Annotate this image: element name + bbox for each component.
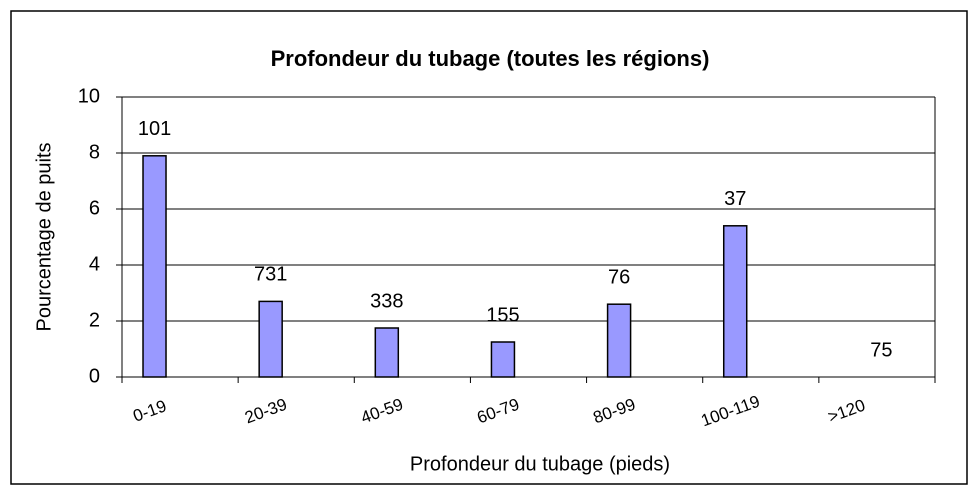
bar-label: 101 [138, 118, 171, 140]
bar-label: 155 [486, 304, 519, 326]
bar-label: 75 [870, 339, 892, 361]
bar [258, 300, 283, 378]
bar-label: 37 [724, 188, 746, 210]
y-axis-label: Pourcentage de puits [33, 142, 55, 331]
bar-label: 76 [608, 266, 630, 288]
y-tick-label: 4 [89, 253, 100, 275]
chart-title: Profondeur du tubage (toutes les régions… [271, 46, 710, 71]
bar [374, 327, 400, 378]
bar [722, 225, 748, 378]
y-tick-label: 8 [89, 141, 100, 163]
x-axis-label: Profondeur du tubage (pieds) [410, 453, 670, 475]
bar-label: 731 [254, 264, 287, 286]
y-tick-label: 10 [78, 85, 100, 107]
bar [606, 303, 632, 378]
bar [142, 155, 167, 378]
y-tick-label: 2 [89, 309, 100, 331]
bar-label: 338 [370, 290, 403, 312]
y-tick-label: 0 [89, 365, 100, 387]
chart-border [10, 10, 968, 485]
y-tick-label: 6 [89, 197, 100, 219]
bar [490, 341, 516, 378]
